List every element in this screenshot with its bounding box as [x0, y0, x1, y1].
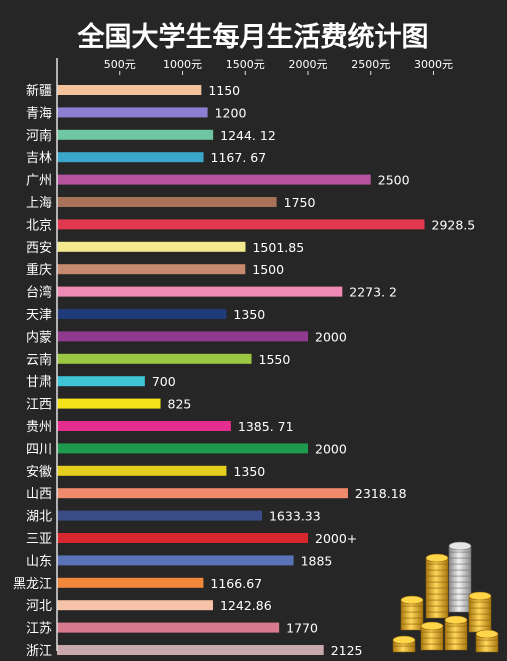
- bar: [57, 107, 208, 118]
- category-label: 浙江: [26, 644, 52, 659]
- category-label: 内蒙: [26, 329, 52, 345]
- value-label: 2500: [378, 173, 410, 188]
- bar: [57, 85, 202, 95]
- bar: [57, 331, 308, 342]
- value-label: 1633.33: [269, 509, 321, 524]
- chart-title: 全国大学生每月生活费统计图: [77, 21, 429, 53]
- value-label: 1167. 67: [211, 150, 267, 165]
- category-label: 云南: [26, 352, 52, 368]
- bar: [57, 555, 294, 566]
- bar: [57, 376, 145, 387]
- value-label: 2273. 2: [349, 285, 397, 300]
- category-label: 台湾: [26, 285, 52, 301]
- category-label: 河北: [26, 599, 52, 614]
- x-tick-label: 2000元: [289, 58, 328, 71]
- bar: [57, 600, 213, 611]
- category-label: 广州: [26, 174, 52, 189]
- category-label: 河南: [26, 128, 52, 144]
- category-label: 天津: [26, 308, 52, 323]
- category-label: 上海: [26, 196, 52, 211]
- category-label: 三亚: [26, 532, 52, 547]
- x-tick-label: 500元: [104, 58, 136, 71]
- category-label: 吉林: [26, 151, 52, 166]
- value-label: 700: [152, 374, 176, 389]
- bar: [57, 286, 343, 297]
- value-label: 1200: [215, 105, 247, 120]
- bar: [57, 510, 262, 521]
- bar: [57, 264, 246, 275]
- bar: [57, 645, 324, 655]
- category-label: 山西: [26, 487, 52, 502]
- bar: [57, 241, 246, 252]
- category-label: 黑龙江: [13, 577, 52, 592]
- bar: [57, 174, 371, 185]
- bar: [57, 577, 204, 588]
- value-label: 1885: [301, 553, 333, 568]
- category-label: 江西: [26, 398, 52, 413]
- category-label: 安徽: [26, 465, 52, 480]
- category-label: 湖北: [26, 510, 52, 525]
- value-label: 825: [168, 397, 192, 412]
- category-label: 西安: [26, 241, 52, 256]
- bar: [57, 533, 308, 543]
- value-label: 1350: [233, 307, 265, 322]
- value-label: 1500: [252, 262, 284, 277]
- value-label: 1350: [233, 464, 265, 479]
- bar: [57, 309, 227, 319]
- value-label: 1501.85: [252, 240, 304, 255]
- category-label: 四川: [26, 442, 52, 457]
- value-label: 1770: [286, 621, 318, 636]
- bar: [57, 129, 214, 140]
- value-label: 1150: [208, 83, 240, 98]
- value-label: 1750: [284, 195, 316, 210]
- category-label: 新疆: [26, 83, 52, 99]
- bar: [57, 353, 252, 364]
- value-label: 1385. 71: [238, 419, 294, 434]
- bar: [57, 443, 308, 454]
- bar: [57, 465, 227, 476]
- value-label: 2928.5: [432, 217, 476, 232]
- category-label: 北京: [26, 218, 52, 233]
- x-axis: 500元 1000元 1500元 2000元 2500元 3000元: [104, 58, 453, 75]
- bar: [57, 622, 280, 633]
- category-label: 重庆: [26, 262, 52, 278]
- value-label: 1242.86: [220, 598, 272, 613]
- x-tick-label: 2500元: [351, 58, 390, 71]
- value-label: 1550: [259, 352, 291, 367]
- x-tick-label: 3000元: [414, 58, 453, 71]
- value-label: 2000: [315, 329, 347, 344]
- bar: [57, 197, 277, 207]
- category-label: 青海: [26, 106, 52, 121]
- category-label: 山东: [26, 554, 52, 569]
- value-label: 1166.67: [210, 576, 262, 591]
- category-label: 贵州: [26, 420, 52, 435]
- value-label: 2000: [315, 441, 347, 456]
- bar: [57, 152, 204, 163]
- value-label: 2125: [331, 643, 363, 658]
- gold-coin-stacks-icon: [392, 541, 499, 653]
- category-label: 江苏: [26, 621, 52, 637]
- x-tick-label: 1000元: [163, 58, 202, 71]
- bar: [57, 219, 425, 230]
- bar: [57, 421, 231, 431]
- value-label: 2000+: [315, 531, 357, 546]
- bar: [57, 488, 348, 499]
- value-label: 1244. 12: [220, 128, 276, 143]
- x-tick-label: 1500元: [226, 58, 265, 71]
- value-label: 2318.18: [355, 486, 407, 501]
- bars-group: 新疆 1150 青海 1200 河南 1244. 12 吉林 1167. 67 广州 2500 上海…: [13, 83, 476, 659]
- bar: [57, 398, 161, 409]
- category-label: 甘肃: [26, 375, 52, 390]
